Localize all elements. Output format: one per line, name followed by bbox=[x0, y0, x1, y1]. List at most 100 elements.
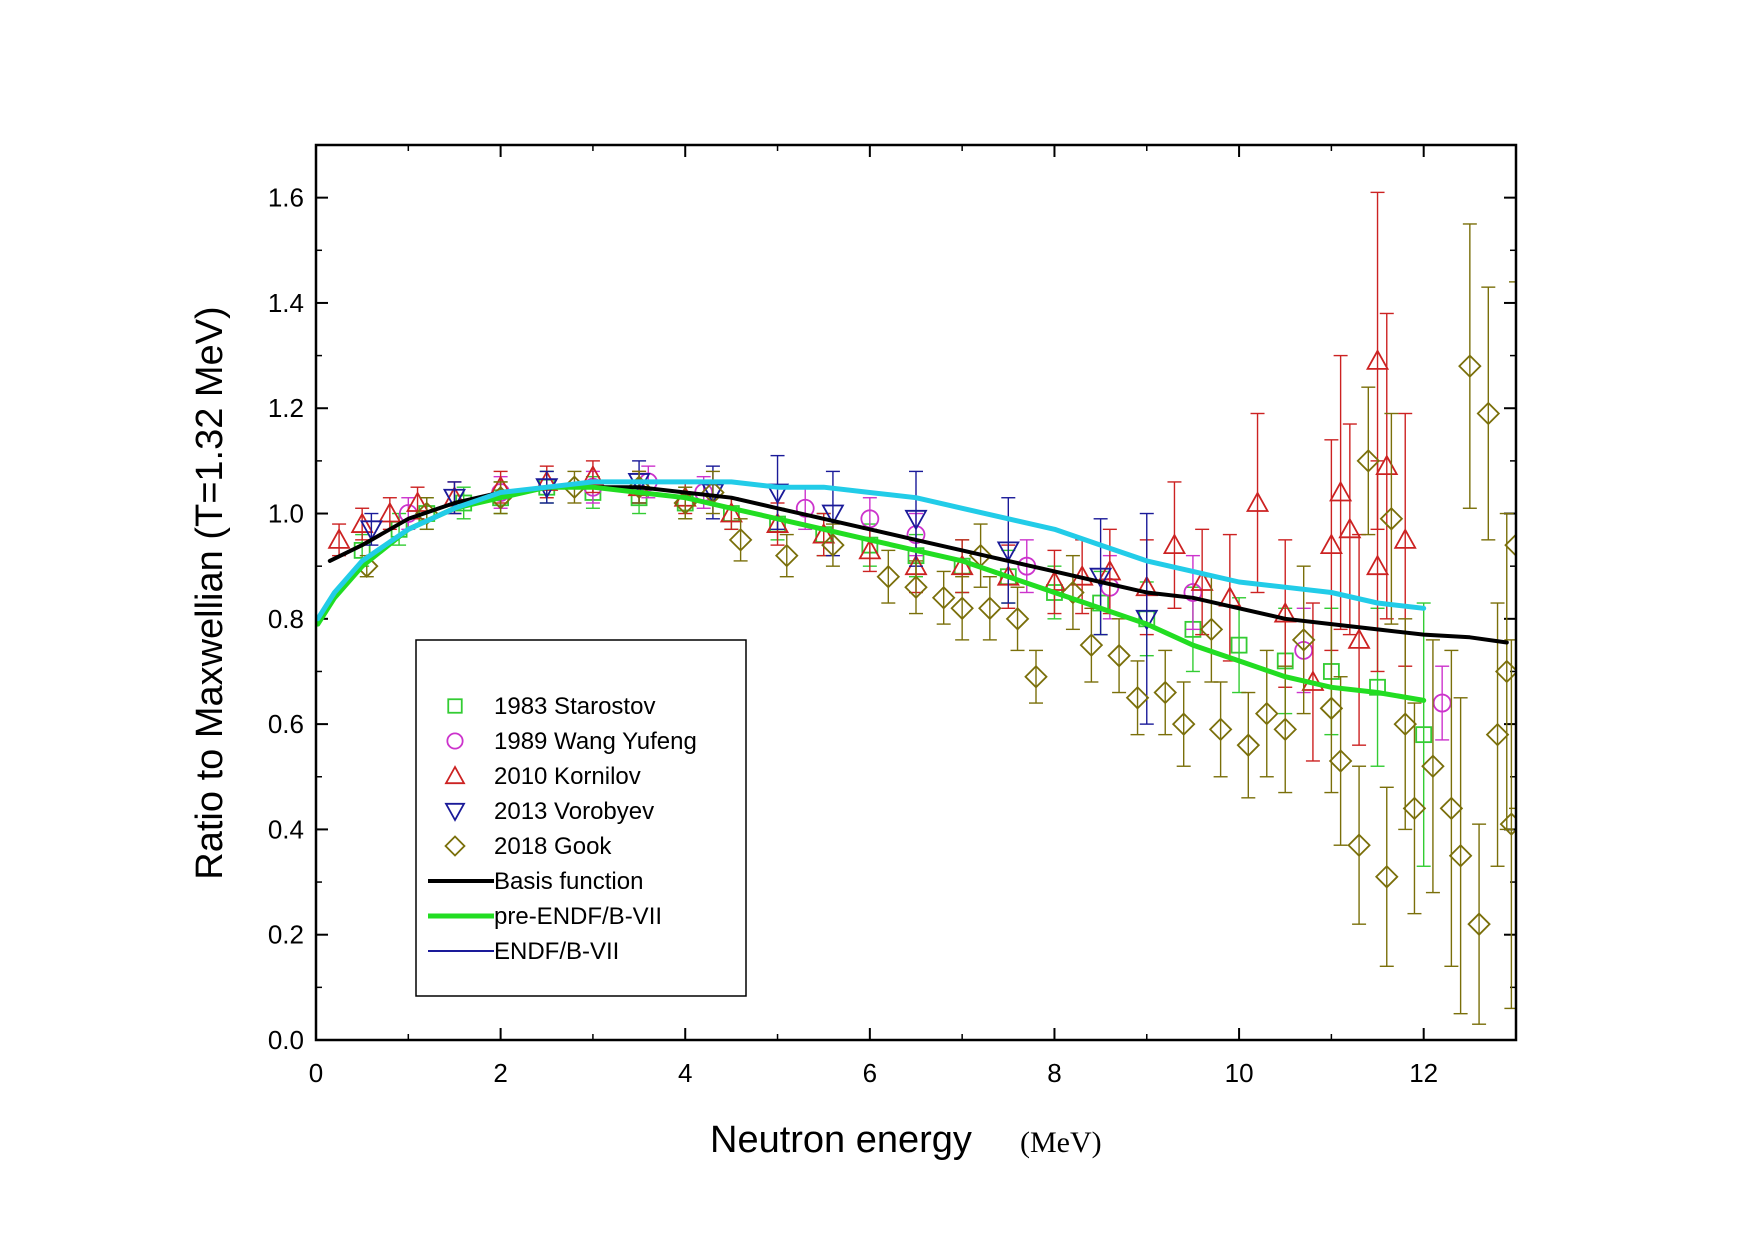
data-point bbox=[1504, 533, 1516, 557]
data-point bbox=[904, 509, 928, 531]
data-point bbox=[1494, 659, 1516, 684]
data-point bbox=[1347, 833, 1371, 857]
data-point bbox=[1107, 643, 1131, 668]
data-point bbox=[1485, 722, 1510, 747]
data-point bbox=[1208, 717, 1233, 742]
data-point bbox=[1236, 733, 1261, 757]
data-point bbox=[1347, 628, 1371, 649]
data-point bbox=[950, 596, 974, 621]
data-point bbox=[1402, 796, 1427, 821]
data-point bbox=[1328, 749, 1353, 773]
series-layer bbox=[316, 191, 1516, 1025]
data-point bbox=[1273, 717, 1298, 742]
data-point bbox=[766, 512, 790, 533]
y-tick-label: 0.8 bbox=[268, 604, 304, 634]
legend-entry: pre-ENDF/B-VII bbox=[428, 903, 662, 930]
data-point bbox=[858, 538, 882, 560]
data-point bbox=[1476, 401, 1501, 426]
line-endf-b-vii bbox=[316, 479, 1427, 622]
data-point bbox=[1098, 559, 1122, 581]
legend-marker bbox=[444, 835, 466, 857]
data-point bbox=[876, 564, 901, 589]
x-tick-label: 6 bbox=[863, 1058, 877, 1088]
data-point bbox=[1366, 348, 1390, 370]
legend-label: pre-ENDF/B-VII bbox=[494, 903, 662, 930]
legend-marker bbox=[447, 698, 463, 714]
data-point bbox=[327, 527, 351, 549]
data-point bbox=[1338, 517, 1362, 539]
legend-marker bbox=[444, 765, 466, 785]
data-point bbox=[1448, 843, 1473, 868]
data-point bbox=[1230, 636, 1248, 654]
data-point bbox=[1171, 712, 1196, 736]
data-point bbox=[1415, 726, 1433, 744]
data-point bbox=[1125, 686, 1150, 710]
data-point bbox=[1254, 701, 1279, 726]
data-point bbox=[1024, 664, 1048, 689]
data-point bbox=[728, 528, 753, 552]
x-tick-label: 12 bbox=[1409, 1058, 1438, 1088]
legend-label: 2013 Vorobyev bbox=[494, 798, 654, 825]
x-tick-label: 2 bbox=[493, 1058, 507, 1088]
plot-frame bbox=[314, 143, 1518, 1042]
data-point bbox=[719, 501, 743, 523]
y-tick-label: 1.0 bbox=[268, 499, 304, 529]
data-point bbox=[904, 575, 928, 600]
y-tick-label: 0.6 bbox=[268, 709, 304, 739]
x-tick-label: 0 bbox=[309, 1058, 323, 1088]
x-tick-label: 10 bbox=[1225, 1058, 1254, 1088]
data-point bbox=[1319, 696, 1344, 721]
data-point bbox=[1366, 554, 1390, 576]
data-point bbox=[766, 483, 790, 505]
legend-entry: 1989 Wang Yufeng bbox=[446, 728, 697, 755]
data-point bbox=[1439, 796, 1464, 821]
data-point bbox=[978, 596, 1002, 621]
legend-label: 2010 Kornilov bbox=[494, 763, 641, 790]
y-tick-label: 1.2 bbox=[268, 393, 304, 423]
data-point bbox=[1329, 480, 1353, 502]
y-axis-label: Ratio to Maxwellian (T=1.32 MeV) bbox=[189, 306, 231, 879]
data-point bbox=[774, 543, 799, 568]
legend-entry: 1983 Starostov bbox=[447, 693, 655, 720]
data-point bbox=[1199, 617, 1224, 642]
legend-entry: ENDF/B-VII bbox=[428, 938, 619, 965]
legend-entry: 2018 Gook bbox=[444, 833, 612, 860]
data-point bbox=[1374, 865, 1399, 889]
data-point bbox=[1379, 507, 1404, 531]
data-point bbox=[1153, 680, 1178, 705]
legend-marker bbox=[446, 732, 464, 750]
legend-box bbox=[415, 639, 747, 997]
data-point bbox=[1393, 712, 1418, 736]
legend-label: 1989 Wang Yufeng bbox=[494, 728, 697, 755]
y-tick-label: 0.2 bbox=[268, 920, 304, 950]
legend: 1983 Starostov 1989 Wang Yufeng 2010 Korni… bbox=[415, 639, 747, 997]
data-point bbox=[1467, 912, 1491, 936]
data-point bbox=[1273, 601, 1297, 623]
x-axis-unit: (MeV) bbox=[1020, 1126, 1102, 1159]
tick-labels: 0 2 4 6 8 10 12 0.0 0.2 0.4 0.6 0.8 1.0 1.2 1.4 1.6 bbox=[268, 183, 1438, 1088]
series-2018-gook bbox=[354, 223, 1516, 1025]
data-point bbox=[1291, 628, 1316, 652]
data-point bbox=[378, 501, 402, 523]
data-point bbox=[795, 498, 815, 518]
data-point bbox=[1499, 812, 1516, 836]
data-point bbox=[1061, 580, 1085, 605]
y-tick-label: 1.6 bbox=[268, 183, 304, 213]
data-point bbox=[581, 464, 605, 486]
data-point bbox=[821, 504, 845, 526]
legend-label: 1983 Starostov bbox=[494, 693, 655, 720]
data-point bbox=[821, 533, 845, 557]
data-point bbox=[1393, 527, 1417, 549]
data-point bbox=[1005, 607, 1030, 631]
y-tick-label: 0.4 bbox=[268, 814, 304, 844]
data-point bbox=[442, 488, 466, 510]
data-point bbox=[1458, 354, 1482, 378]
data-point bbox=[350, 512, 374, 533]
data-point bbox=[1356, 449, 1381, 473]
data-point bbox=[1319, 533, 1343, 555]
legend-label: ENDF/B-VII bbox=[494, 938, 619, 965]
legend-label: Basis function bbox=[494, 868, 643, 895]
data-point bbox=[1421, 754, 1445, 779]
legend-label: 2018 Gook bbox=[494, 833, 612, 860]
